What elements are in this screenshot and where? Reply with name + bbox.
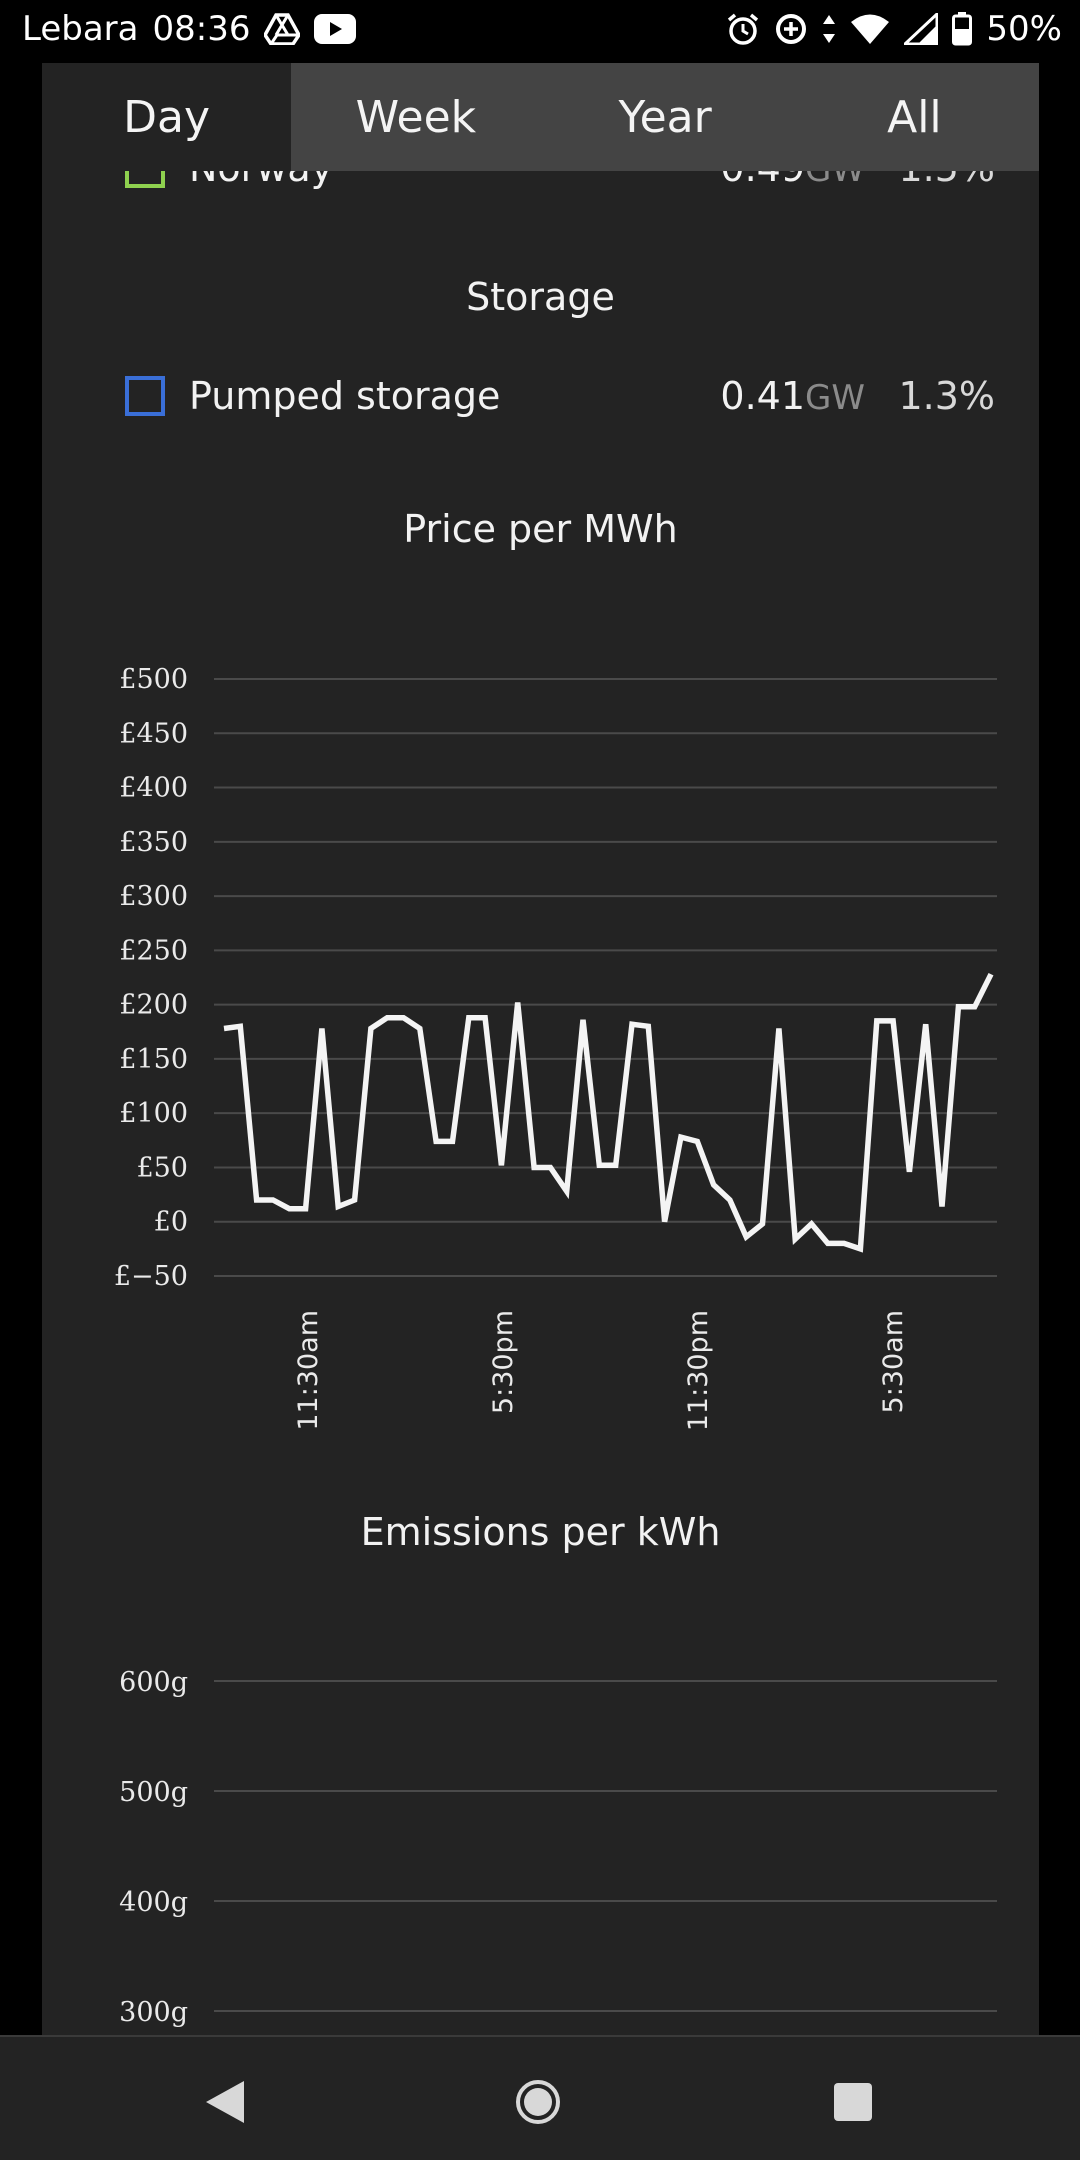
period-tabs: Day Week Year All	[42, 63, 1039, 171]
y-tick-label: £400	[119, 773, 188, 804]
x-tick-label: 11:30am	[293, 1310, 324, 1431]
signal-icon	[904, 13, 939, 45]
home-icon[interactable]	[513, 2077, 563, 2127]
y-tick-label: £200	[119, 990, 188, 1021]
y-tick-label: 400g	[119, 1887, 188, 1918]
tab-all[interactable]: All	[789, 63, 1039, 171]
y-tick-label: 600g	[119, 1667, 188, 1698]
y-tick-label: £300	[119, 881, 188, 912]
y-tick-label: 300g	[119, 1997, 188, 2028]
main-panel: Norway 0.49GW 1.5% Day Week Year All Sto…	[42, 63, 1039, 2035]
legend-row-pumped-storage: Pumped storage 0.41GW 1.3%	[125, 361, 995, 431]
emissions-chart-title: Emissions per kWh	[360, 1510, 721, 1554]
y-tick-label: £−50	[114, 1261, 188, 1292]
carrier-label: Lebara	[22, 9, 139, 49]
back-icon[interactable]	[200, 2077, 250, 2127]
y-tick-label: £250	[119, 935, 188, 966]
battery-icon	[952, 12, 973, 46]
legend-value: 0.41GW	[720, 374, 865, 418]
x-tick-label: 11:30pm	[683, 1310, 714, 1431]
recents-icon[interactable]	[828, 2077, 878, 2127]
legend-percent: 1.3%	[898, 374, 995, 418]
navigation-bar	[0, 2035, 1080, 2160]
status-bar: Lebara 08:36 50%	[0, 0, 1080, 63]
clock-time: 08:36	[152, 9, 251, 49]
y-tick-label: £500	[119, 664, 188, 695]
battery-percent: 50%	[986, 9, 1062, 49]
tab-year[interactable]: Year	[540, 63, 790, 171]
y-tick-label: £450	[119, 718, 188, 749]
x-tick-label: 5:30am	[878, 1310, 909, 1413]
emissions-chart: 600g 500g 400g 300g	[42, 1583, 1039, 2035]
emissions-chart-svg: 600g 500g 400g 300g	[119, 1667, 997, 2028]
price-series-line	[223, 972, 994, 1253]
storage-title: Storage	[466, 275, 615, 319]
y-tick-label: 500g	[119, 1777, 188, 1808]
pumped-storage-swatch	[125, 376, 165, 416]
alarm-icon	[726, 12, 760, 46]
drive-icon	[264, 13, 301, 45]
legend-name: Pumped storage	[189, 374, 501, 418]
data-arrows-icon	[822, 14, 836, 44]
data-saver-icon	[774, 12, 808, 46]
youtube-icon	[314, 14, 357, 44]
y-tick-label: £150	[119, 1044, 188, 1075]
tab-day[interactable]: Day	[42, 63, 292, 171]
x-tick-label: 5:30pm	[488, 1310, 519, 1414]
price-chart-title: Price per MWh	[403, 507, 678, 551]
price-chart-svg: £500 £450 £400 £350 £300 £250 £200 £150 £100 £50 £…	[114, 664, 997, 1431]
y-tick-label: £100	[119, 1098, 188, 1129]
y-tick-label: £0	[154, 1207, 188, 1238]
price-chart: £500 £450 £400 £350 £300 £250 £200 £150 £100 £50 £…	[42, 583, 1039, 1503]
wifi-icon	[850, 13, 890, 45]
y-tick-label: £350	[119, 827, 188, 858]
tab-week[interactable]: Week	[291, 63, 541, 171]
y-tick-label: £50	[136, 1152, 188, 1183]
